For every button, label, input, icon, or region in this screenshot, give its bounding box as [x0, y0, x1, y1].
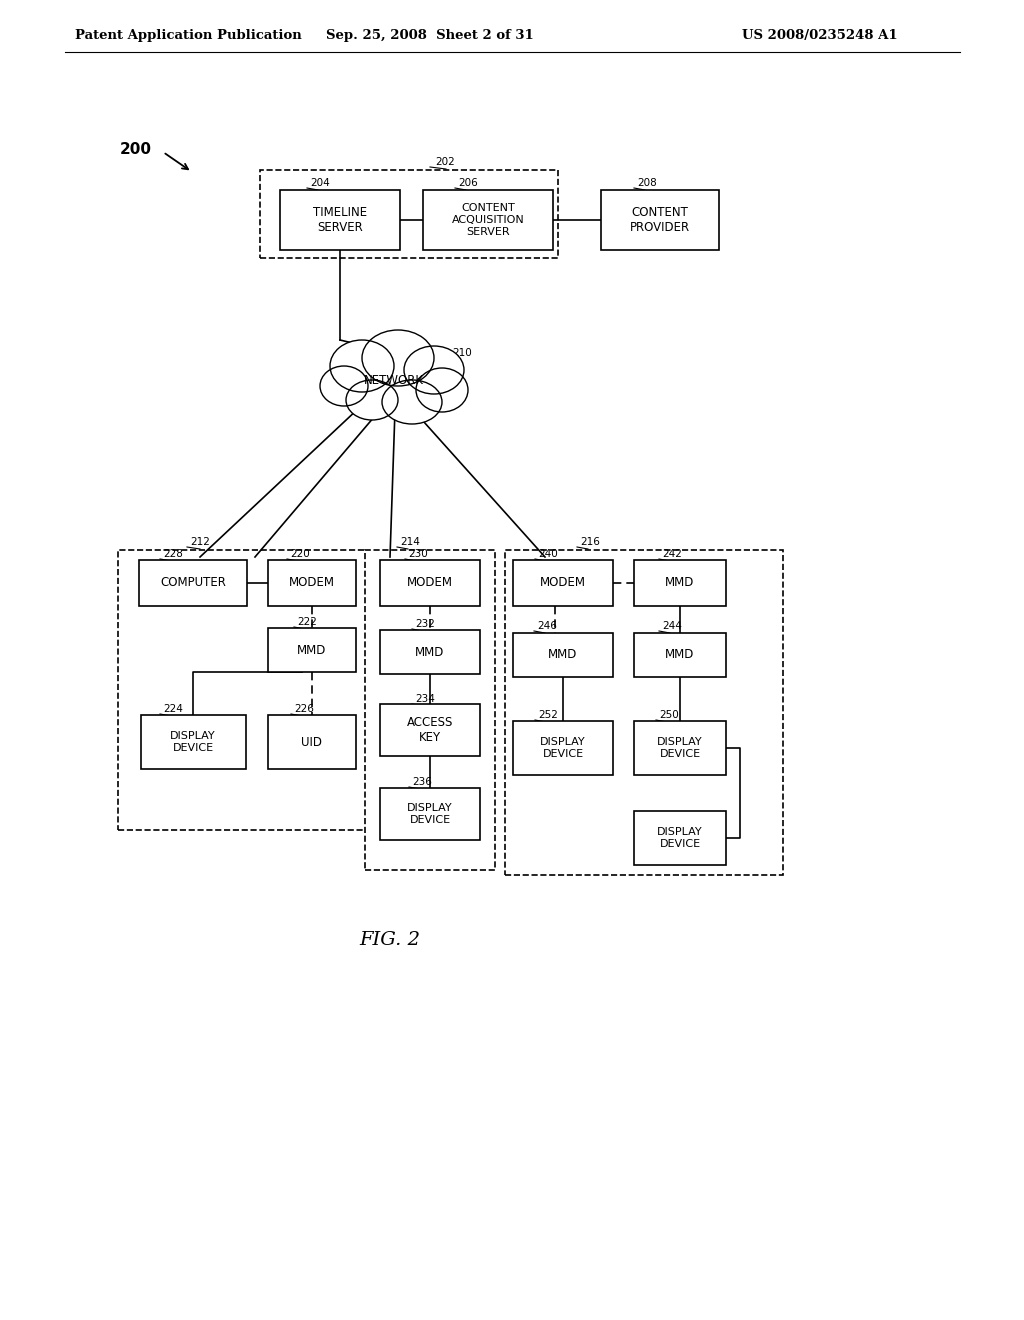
Text: 212: 212 — [190, 537, 210, 546]
Text: 252: 252 — [538, 710, 558, 719]
Text: 222: 222 — [297, 616, 316, 627]
Text: 200: 200 — [120, 143, 152, 157]
Text: MMD: MMD — [666, 648, 694, 661]
Bar — [513, 721, 613, 775]
Text: 204: 204 — [310, 178, 330, 187]
Bar — [634, 810, 726, 865]
Bar — [634, 560, 726, 606]
Text: 234: 234 — [415, 694, 435, 704]
Text: MODEM: MODEM — [540, 577, 586, 590]
Bar — [380, 630, 480, 675]
Ellipse shape — [416, 368, 468, 412]
Text: 210: 210 — [452, 348, 472, 358]
Bar — [140, 715, 246, 770]
Text: CONTENT
ACQUISITION
SERVER: CONTENT ACQUISITION SERVER — [452, 203, 524, 236]
Text: 214: 214 — [400, 537, 420, 546]
Text: 226: 226 — [294, 704, 314, 714]
Text: Sep. 25, 2008  Sheet 2 of 31: Sep. 25, 2008 Sheet 2 of 31 — [326, 29, 534, 41]
Text: 242: 242 — [662, 549, 682, 558]
Bar — [380, 704, 480, 756]
Bar — [505, 550, 783, 875]
Text: MODEM: MODEM — [289, 577, 335, 590]
Bar — [380, 788, 480, 840]
Text: 208: 208 — [637, 178, 656, 187]
Text: 202: 202 — [435, 157, 455, 168]
Bar — [513, 560, 613, 606]
Text: MMD: MMD — [666, 577, 694, 590]
Text: US 2008/0235248 A1: US 2008/0235248 A1 — [742, 29, 898, 41]
Ellipse shape — [346, 380, 398, 420]
Text: MMD: MMD — [297, 644, 327, 656]
Text: DISPLAY
DEVICE: DISPLAY DEVICE — [657, 737, 702, 759]
Text: DISPLAY
DEVICE: DISPLAY DEVICE — [541, 737, 586, 759]
Text: 230: 230 — [408, 549, 428, 558]
Bar — [139, 560, 247, 606]
Text: 236: 236 — [412, 777, 432, 787]
Text: DISPLAY
DEVICE: DISPLAY DEVICE — [408, 803, 453, 825]
Ellipse shape — [404, 346, 464, 393]
Ellipse shape — [319, 366, 368, 407]
Text: NETWORK: NETWORK — [364, 374, 424, 387]
Text: 220: 220 — [290, 549, 309, 558]
Ellipse shape — [362, 330, 434, 385]
Bar — [365, 550, 495, 870]
Bar — [260, 170, 558, 257]
Text: MMD: MMD — [548, 648, 578, 661]
Text: 250: 250 — [659, 710, 679, 719]
Bar — [268, 560, 356, 606]
Text: MMD: MMD — [416, 645, 444, 659]
Text: DISPLAY
DEVICE: DISPLAY DEVICE — [170, 731, 216, 752]
Text: 224: 224 — [163, 704, 183, 714]
Bar — [423, 190, 553, 249]
Text: UID: UID — [301, 735, 323, 748]
Bar — [634, 634, 726, 677]
Text: 206: 206 — [458, 178, 478, 187]
Bar — [268, 715, 356, 770]
Bar — [280, 190, 400, 249]
Ellipse shape — [382, 380, 442, 424]
Text: CONTENT
PROVIDER: CONTENT PROVIDER — [630, 206, 690, 234]
Text: 240: 240 — [538, 549, 558, 558]
Text: 228: 228 — [163, 549, 183, 558]
Bar — [634, 721, 726, 775]
Bar — [380, 560, 480, 606]
Text: 244: 244 — [662, 620, 682, 631]
Bar — [513, 634, 613, 677]
Bar — [268, 628, 356, 672]
Text: TIMELINE
SERVER: TIMELINE SERVER — [313, 206, 367, 234]
Bar — [118, 550, 366, 830]
Text: COMPUTER: COMPUTER — [160, 577, 226, 590]
Text: Patent Application Publication: Patent Application Publication — [75, 29, 302, 41]
Text: 246: 246 — [537, 620, 557, 631]
Text: DISPLAY
DEVICE: DISPLAY DEVICE — [657, 828, 702, 849]
Text: 248: 248 — [636, 812, 656, 822]
Text: 232: 232 — [415, 619, 435, 630]
Text: MODEM: MODEM — [407, 577, 453, 590]
Bar — [601, 190, 719, 249]
Text: ACCESS
KEY: ACCESS KEY — [407, 715, 454, 744]
Text: FIG. 2: FIG. 2 — [359, 931, 421, 949]
Ellipse shape — [330, 341, 394, 392]
Text: 216: 216 — [580, 537, 600, 546]
